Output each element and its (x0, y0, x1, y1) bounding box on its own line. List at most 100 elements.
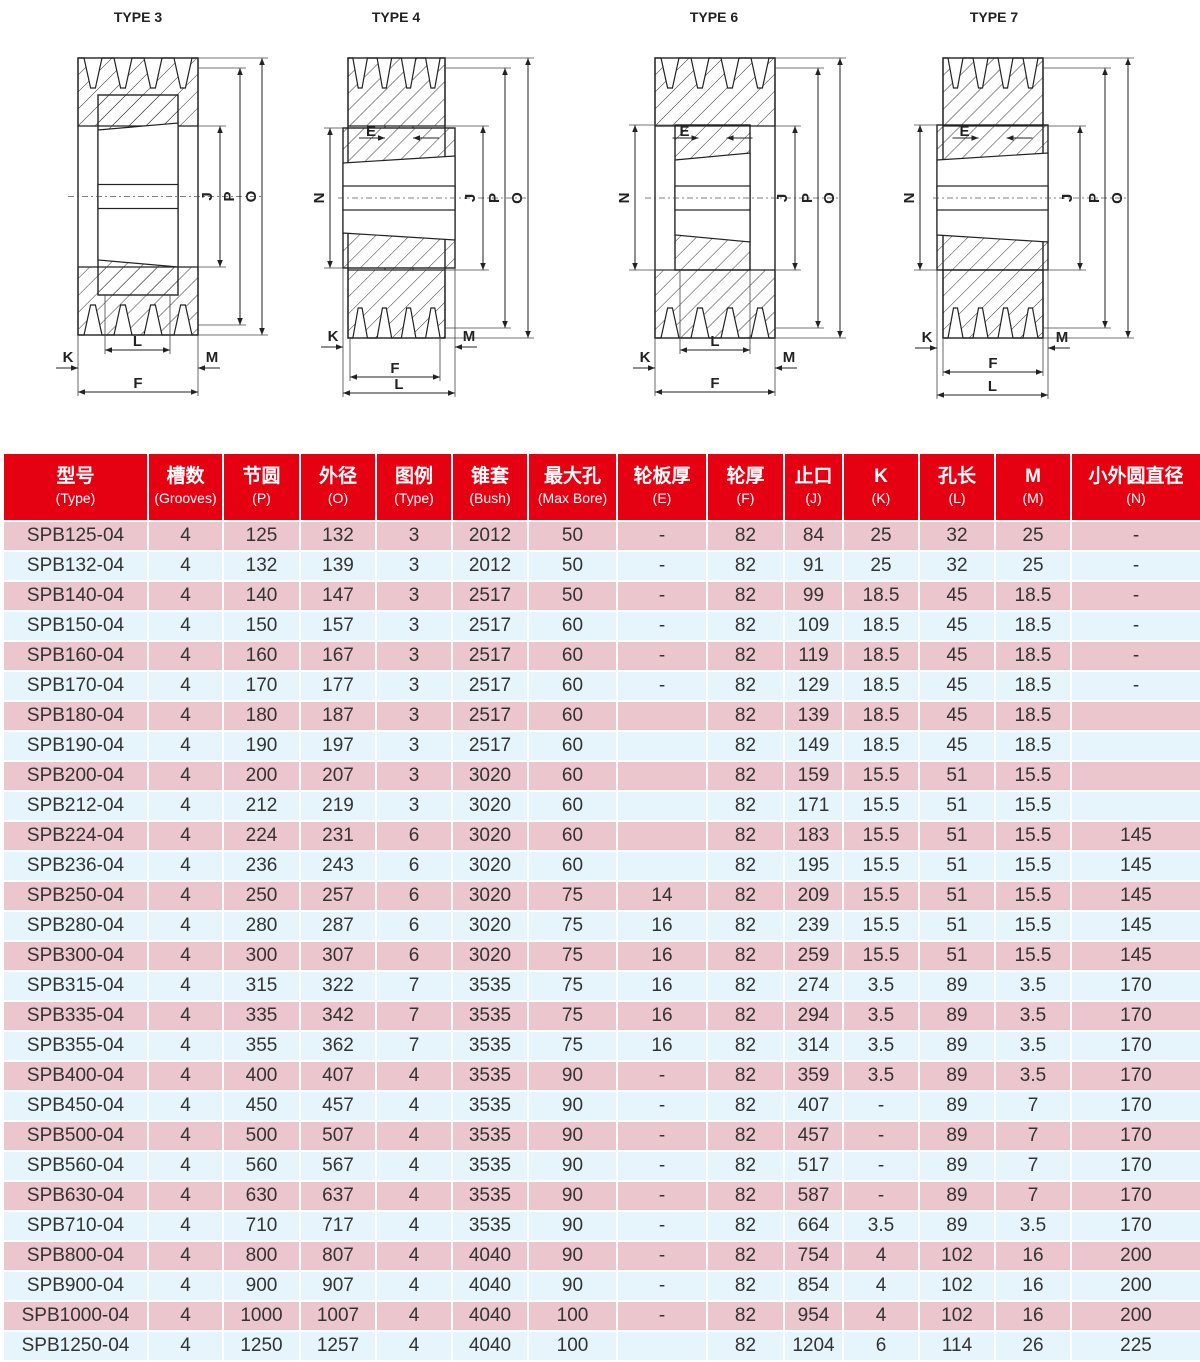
table-cell: 212 (222, 790, 301, 822)
table-cell: 4 (147, 1210, 224, 1242)
dimension-label-k: K (328, 328, 339, 345)
table-cell: 4 (147, 1180, 224, 1212)
table-cell: 82 (706, 580, 785, 612)
table-cell (616, 820, 708, 852)
column-header-zh: K (874, 466, 888, 488)
table-cell: 1250 (222, 1330, 301, 1362)
table-cell: 1257 (299, 1330, 377, 1362)
table-cell: 160 (222, 640, 301, 672)
table-cell: 170 (222, 670, 301, 702)
table-cell (1070, 700, 1200, 732)
table-cell: 4 (147, 700, 224, 732)
table-cell: 4 (147, 1330, 224, 1362)
table-cell: 3 (375, 520, 453, 552)
table-cell: SPB150-04 (2, 610, 149, 642)
table-cell: 15.5 (842, 820, 920, 852)
table-cell: 257 (299, 880, 377, 912)
table-cell: 4 (147, 1120, 224, 1152)
column-header: 型号 (Type) (2, 452, 149, 522)
table-cell (1070, 790, 1200, 822)
table-cell: 187 (299, 700, 377, 732)
table-cell: 89 (918, 1120, 996, 1152)
dimension-label-n: N (901, 193, 918, 204)
table-row: SPB170-04 4 170 177 3 2517 60-82 129 18.5 45 18.5- (2, 670, 1200, 702)
table-cell: 18.5 (842, 580, 920, 612)
table-cell: 170 (1070, 1030, 1200, 1062)
table-cell: SPB250-04 (2, 880, 149, 912)
table-cell: 89 (918, 1060, 996, 1092)
table-cell: 18.5 (994, 610, 1072, 642)
table-cell (616, 700, 708, 732)
table-cell: 190 (222, 730, 301, 762)
table-cell: 200 (222, 760, 301, 792)
table-cell: 3 (375, 670, 453, 702)
table-cell: 4 (147, 1150, 224, 1182)
table-cell: 3020 (451, 820, 529, 852)
table-cell: 2517 (451, 670, 529, 702)
table-cell: - (616, 1240, 708, 1272)
table-cell: - (616, 1300, 708, 1332)
table-cell: 90 (527, 1120, 618, 1152)
table-cell: - (616, 1120, 708, 1152)
table-cell: 4 (147, 1090, 224, 1122)
table-cell: 50 (527, 520, 618, 552)
column-header-en: (Max Bore) (537, 490, 608, 507)
table-cell: 2517 (451, 640, 529, 672)
column-header-zh: 小外圆直径 (1088, 466, 1184, 488)
table-cell: 139 (299, 550, 377, 582)
table-cell: 45 (918, 730, 996, 762)
pulley-drawing-type-6: TYPE 6 J P O N E F L K M (616, 9, 846, 396)
table-cell: 1007 (299, 1300, 377, 1332)
column-header-en: (Bush) (469, 490, 511, 507)
table-cell: 7 (994, 1150, 1072, 1182)
table-cell: 300 (222, 940, 301, 972)
table-cell: 25 (842, 550, 920, 582)
table-cell: 16 (994, 1300, 1072, 1332)
dimension-label-f: F (133, 375, 142, 392)
table-cell: 82 (706, 1150, 785, 1182)
table-cell: 51 (918, 790, 996, 822)
table-cell: 637 (299, 1180, 377, 1212)
table-cell: - (1070, 550, 1200, 582)
table-cell: 231 (299, 820, 377, 852)
dimension-label-m: M (1056, 329, 1069, 346)
column-header-en: (Grooves) (154, 490, 217, 507)
table-row: SPB710-04 4 710 717 4 3535 90-82 664 3.5 89 3.5 170 (2, 1210, 1200, 1242)
table-cell: 84 (783, 520, 844, 552)
table-row: SPB200-04 4 200 207 3 3020 60 82 159 15.5 51 15.5 (2, 760, 1200, 792)
table-cell: 89 (918, 1150, 996, 1182)
table-cell: 4 (375, 1060, 453, 1092)
table-cell: - (616, 610, 708, 642)
table-row: SPB355-04 4 355 362 7 3535 75 16 82 314 3.5 89 3.5 17… (2, 1030, 1200, 1062)
rim-bottom (347, 269, 446, 339)
table-cell: 170 (1070, 1210, 1200, 1242)
table-cell: 3.5 (994, 1000, 1072, 1032)
table-cell: 89 (918, 1090, 996, 1122)
table-cell: 3 (375, 640, 453, 672)
table-cell: 450 (222, 1090, 301, 1122)
table-cell: 335 (222, 1000, 301, 1032)
table-cell: 157 (299, 610, 377, 642)
table-cell: 4 (147, 610, 224, 642)
column-header-en: (N) (1126, 490, 1146, 507)
table-cell: 170 (1070, 970, 1200, 1002)
table-cell (616, 850, 708, 882)
table-cell: 90 (527, 1150, 618, 1182)
table-cell: 3535 (451, 970, 529, 1002)
table-cell: 45 (918, 580, 996, 612)
table-cell: 60 (527, 820, 618, 852)
table-cell: - (1070, 580, 1200, 612)
table-cell: 4040 (451, 1240, 529, 1272)
table-cell: 6 (842, 1330, 920, 1362)
table-cell: 90 (527, 1210, 618, 1242)
table-cell: 4 (375, 1300, 453, 1332)
column-header-zh: 外径 (318, 466, 357, 488)
table-row: SPB125-04 4 125 132 3 2012 50-82 84 25 32 25- (2, 520, 1200, 552)
table-cell: 90 (527, 1180, 618, 1212)
table-cell: 145 (1070, 940, 1200, 972)
table-cell: 82 (706, 670, 785, 702)
table-cell: SPB200-04 (2, 760, 149, 792)
table-cell: 18.5 (842, 700, 920, 732)
table-cell: SPB125-04 (2, 520, 149, 552)
table-cell: 170 (1070, 1120, 1200, 1152)
